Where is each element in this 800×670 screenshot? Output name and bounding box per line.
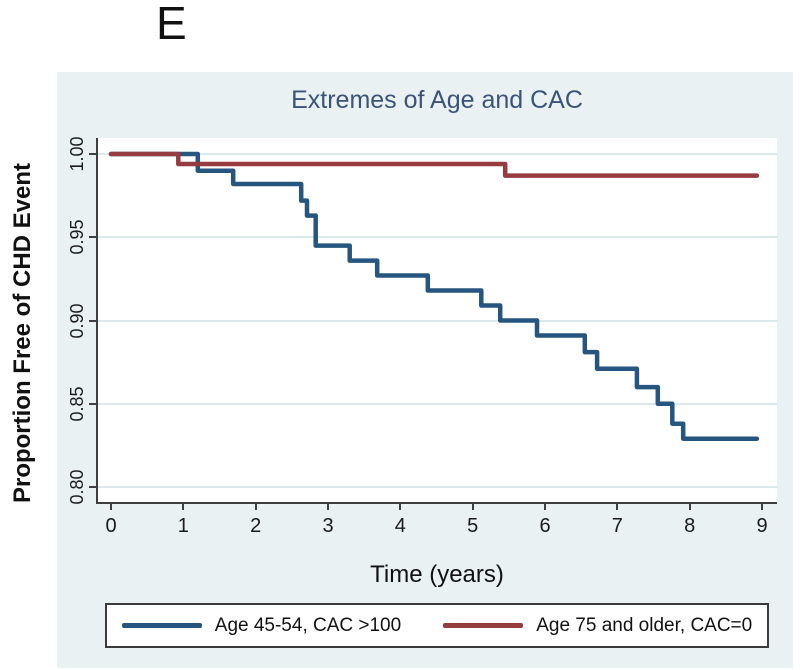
x-tick-mark bbox=[544, 502, 546, 510]
y-tick-label: 0.95 bbox=[67, 219, 87, 255]
panel-letter: E bbox=[156, 0, 187, 49]
y-tick-mark bbox=[89, 486, 97, 488]
gridline-y-1.00 bbox=[97, 153, 777, 155]
x-tick-mark bbox=[761, 502, 763, 510]
x-tick-mark bbox=[471, 502, 474, 510]
x-tick-mark bbox=[688, 502, 691, 510]
y-tick-label: 0.85 bbox=[67, 386, 87, 422]
gridline-y-0.90 bbox=[97, 319, 777, 322]
survival-curves bbox=[108, 151, 760, 441]
x-tick-label: 0 bbox=[105, 515, 117, 537]
y-tick-mark bbox=[89, 402, 97, 405]
x-tick-label: 6 bbox=[539, 515, 551, 537]
gridline-y-0.80 bbox=[97, 486, 777, 488]
y-tick-mark bbox=[89, 236, 97, 239]
x-tick-mark bbox=[182, 502, 185, 510]
y-tick-label: 0.80 bbox=[67, 469, 87, 505]
x-tick-label: 3 bbox=[322, 515, 334, 537]
x-tick-mark bbox=[616, 502, 619, 510]
curve-1 bbox=[108, 151, 760, 178]
legend-line-sample-1 bbox=[443, 623, 524, 628]
legend-entry-0: Age 45-54, CAC >100 bbox=[121, 614, 402, 637]
gridline-y-0.95 bbox=[97, 236, 777, 239]
x-tick-label: 4 bbox=[394, 515, 406, 537]
y-tick-mark bbox=[89, 153, 97, 155]
x-tick-label: 9 bbox=[756, 515, 768, 537]
x-tick-label: 8 bbox=[684, 515, 696, 537]
x-tick-label: 1 bbox=[177, 515, 189, 537]
y-axis-title: Proportion Free of CHD Event bbox=[9, 162, 36, 504]
x-tick-label: 2 bbox=[250, 515, 262, 537]
x-tick-mark bbox=[110, 502, 112, 510]
x-tick-label: 7 bbox=[611, 515, 623, 537]
y-tick-label: 1.00 bbox=[67, 136, 87, 172]
curve-0 bbox=[108, 151, 760, 441]
legend-box: Age 45-54, CAC >100 Age 75 and older, CAC… bbox=[105, 603, 769, 648]
x-tick-mark bbox=[254, 502, 257, 510]
legend-label-1: Age 75 and older, CAC=0 bbox=[536, 614, 753, 636]
legend-label-0: Age 45-54, CAC >100 bbox=[214, 614, 402, 636]
y-tick-label: 0.90 bbox=[67, 302, 87, 339]
gridline-y-0.85 bbox=[97, 402, 777, 405]
x-tick-mark bbox=[327, 502, 329, 510]
y-tick-mark bbox=[89, 319, 97, 322]
y-axis-line bbox=[96, 138, 98, 504]
x-tick-mark bbox=[399, 502, 402, 510]
legend-entry-1: Age 75 and older, CAC=0 bbox=[443, 615, 752, 637]
legend-line-sample-0 bbox=[121, 623, 202, 628]
x-tick-label: 5 bbox=[467, 515, 479, 537]
x-axis-line bbox=[96, 502, 777, 504]
x-axis-title: Time (years) bbox=[370, 561, 504, 588]
chart-title: Extremes of Age and CAC bbox=[291, 86, 583, 114]
